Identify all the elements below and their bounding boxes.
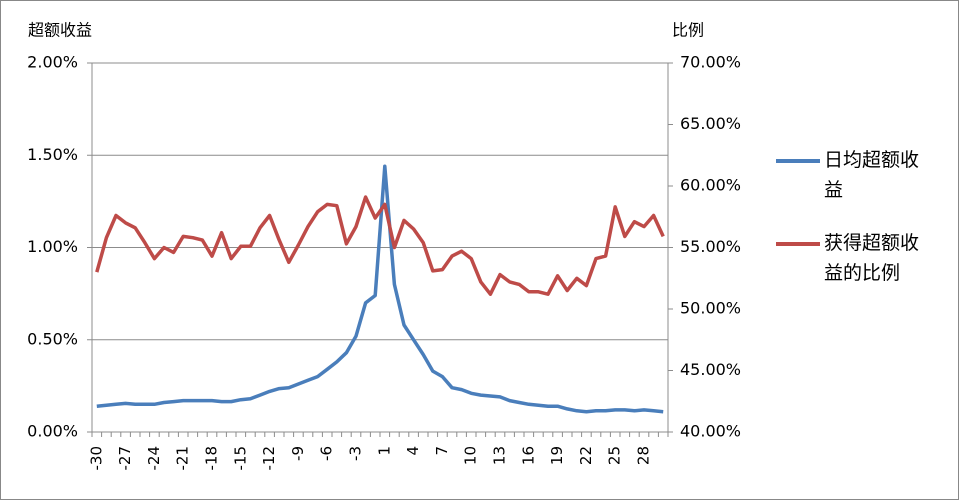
y2-axis-title: 比例 xyxy=(672,21,704,40)
x-tick-label: 16 xyxy=(519,446,537,465)
x-tick-label: 28 xyxy=(635,446,653,465)
x-tick-label: 10 xyxy=(462,446,480,465)
legend-label: 获得超额收益的比例 xyxy=(824,232,920,284)
y-axis-title: 超额收益 xyxy=(28,21,92,40)
y2-tick-label: 40.00% xyxy=(680,422,741,441)
y2-tick-label: 45.00% xyxy=(680,360,741,379)
x-tick-label: -18 xyxy=(203,446,221,471)
x-tick-label: 1 xyxy=(375,446,393,456)
x-tick-label: -15 xyxy=(231,446,249,471)
legend-label: 日均超额收益 xyxy=(824,149,920,201)
series-line xyxy=(95,195,665,296)
x-tick-label: 7 xyxy=(433,446,451,456)
legend-swatch xyxy=(776,159,820,163)
x-tick-label: -24 xyxy=(145,446,163,471)
x-tick-label: -9 xyxy=(289,446,307,461)
y-tick-label: 0.00% xyxy=(27,422,78,441)
x-tick-label: -27 xyxy=(116,446,134,471)
y-tick-label: 2.00% xyxy=(27,53,78,72)
x-tick-label: -21 xyxy=(174,446,192,471)
y2-tick-label: 70.00% xyxy=(680,53,741,72)
y-tick-label: 0.50% xyxy=(27,329,78,348)
x-tick-label: 19 xyxy=(548,446,566,465)
x-tick-label: -3 xyxy=(347,446,365,461)
y2-tick-label: 50.00% xyxy=(680,299,741,318)
x-tick-label: 4 xyxy=(404,446,422,456)
y-tick-label: 1.50% xyxy=(27,145,78,164)
y2-tick-label: 65.00% xyxy=(680,114,741,133)
x-tick-label: -6 xyxy=(318,446,336,461)
legend-swatch xyxy=(776,242,820,246)
y-tick-label: 1.00% xyxy=(27,237,78,256)
y2-tick-label: 60.00% xyxy=(680,176,741,195)
x-tick-label: 22 xyxy=(577,446,595,465)
x-tick-label: -30 xyxy=(87,446,105,471)
y2-tick-label: 55.00% xyxy=(680,237,741,256)
x-tick-label: 25 xyxy=(606,446,624,465)
x-tick-label: -12 xyxy=(260,446,278,471)
x-tick-label: 13 xyxy=(491,446,509,465)
series-line xyxy=(96,164,664,414)
